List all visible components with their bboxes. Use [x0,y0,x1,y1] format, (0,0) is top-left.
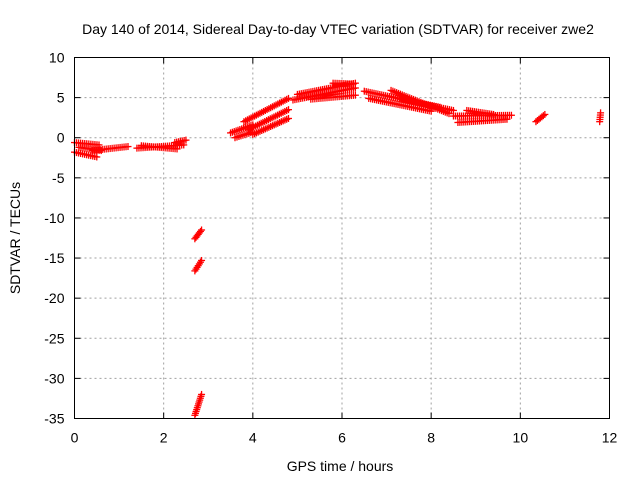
data-point [285,106,292,114]
x-tick-label: 2 [160,430,168,446]
data-point [198,256,206,264]
y-tick-label: -10 [44,210,64,226]
data-point [285,114,292,122]
x-tick-label: 12 [602,430,618,446]
data-point [351,91,359,99]
data-point [507,111,515,119]
y-tick-label: -30 [44,370,64,386]
data-point [541,110,549,118]
data-point [196,227,204,235]
data-point [198,390,206,398]
x-axis-label: GPS time / hours [287,458,394,474]
y-tick-label: -35 [44,411,64,427]
x-tick-label: 8 [427,430,435,446]
grid [74,57,610,419]
data-point [349,80,357,88]
data-point [285,94,292,102]
y-tick-label: -15 [44,250,64,266]
data-point [182,136,190,144]
chart-title: Day 140 of 2014, Sidereal Day-to-day VTE… [82,21,594,37]
axis-ticks: 0 2 4 6 8 10 12 10 5 0 -5 -10 -15 -20 -25 -30 -35 [44,50,617,446]
data-point [597,109,605,117]
data-point [198,226,206,234]
data-point [539,112,547,120]
data-point [93,153,101,161]
y-tick-label: 0 [57,130,65,146]
y-tick-label: -20 [44,290,64,306]
y-axis-label: SDTVAR / TECUs [7,182,23,294]
x-tick-label: 10 [513,430,529,446]
y-tick-label: 5 [57,90,65,106]
data-point [490,110,498,118]
data-points [71,79,605,419]
x-tick-label: 4 [249,430,257,446]
data-point [124,143,132,151]
x-tick-label: 6 [338,430,346,446]
data-point [173,145,181,153]
y-tick-label: -25 [44,330,64,346]
y-tick-label: -5 [52,170,65,186]
data-point [503,115,511,123]
x-tick-label: 0 [71,430,79,446]
y-tick-label: 10 [49,50,65,66]
